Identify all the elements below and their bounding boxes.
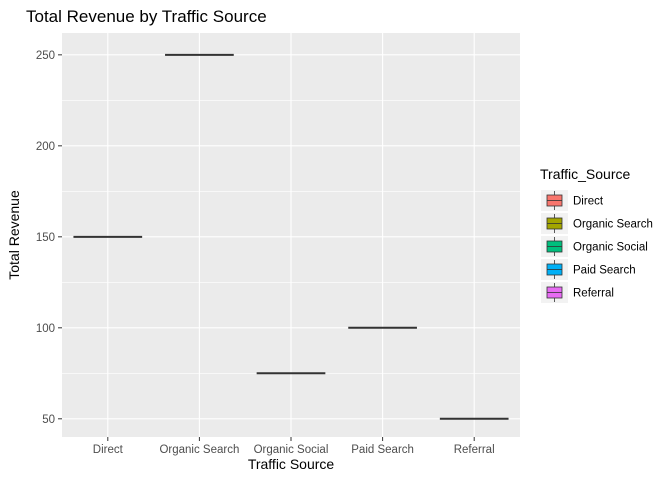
x-axis-ticks: Direct Organic Search Organic Social Paid S… xyxy=(93,437,495,456)
legend-label: Organic Search xyxy=(573,219,653,231)
legend-key-referral xyxy=(541,282,568,303)
y-tick-label: 200 xyxy=(36,141,55,153)
legend: Traffic_Source Direct Organic Search Organ… xyxy=(540,166,653,303)
y-tick-label: 50 xyxy=(42,414,55,426)
legend-label: Paid Search xyxy=(573,265,636,277)
legend-title: Traffic_Source xyxy=(540,166,630,182)
y-tick-label: 100 xyxy=(36,323,55,335)
grid-lines xyxy=(62,33,520,437)
legend-key-paid-search xyxy=(541,259,568,280)
legend-key-organic-social xyxy=(541,236,568,257)
y-axis-ticks: 50 100 150 200 250 xyxy=(36,50,62,426)
legend-label: Direct xyxy=(573,196,604,208)
x-tick-label: Organic Social xyxy=(254,444,329,456)
legend-key-direct xyxy=(541,190,568,211)
x-tick-label: Direct xyxy=(93,444,124,456)
legend-key-organic-search xyxy=(541,213,568,234)
legend-label: Referral xyxy=(573,288,614,300)
x-tick-label: Referral xyxy=(454,444,495,456)
data-marks xyxy=(73,53,509,420)
legend-label: Organic Social xyxy=(573,242,648,254)
x-tick-label: Paid Search xyxy=(351,444,414,456)
y-axis-title: Total Revenue xyxy=(6,190,22,280)
x-axis-title: Traffic Source xyxy=(248,456,335,472)
x-tick-label: Organic Search xyxy=(159,444,239,456)
y-tick-label: 250 xyxy=(36,50,55,62)
chart-title: Total Revenue by Traffic Source xyxy=(26,7,267,26)
y-tick-label: 150 xyxy=(36,232,55,244)
